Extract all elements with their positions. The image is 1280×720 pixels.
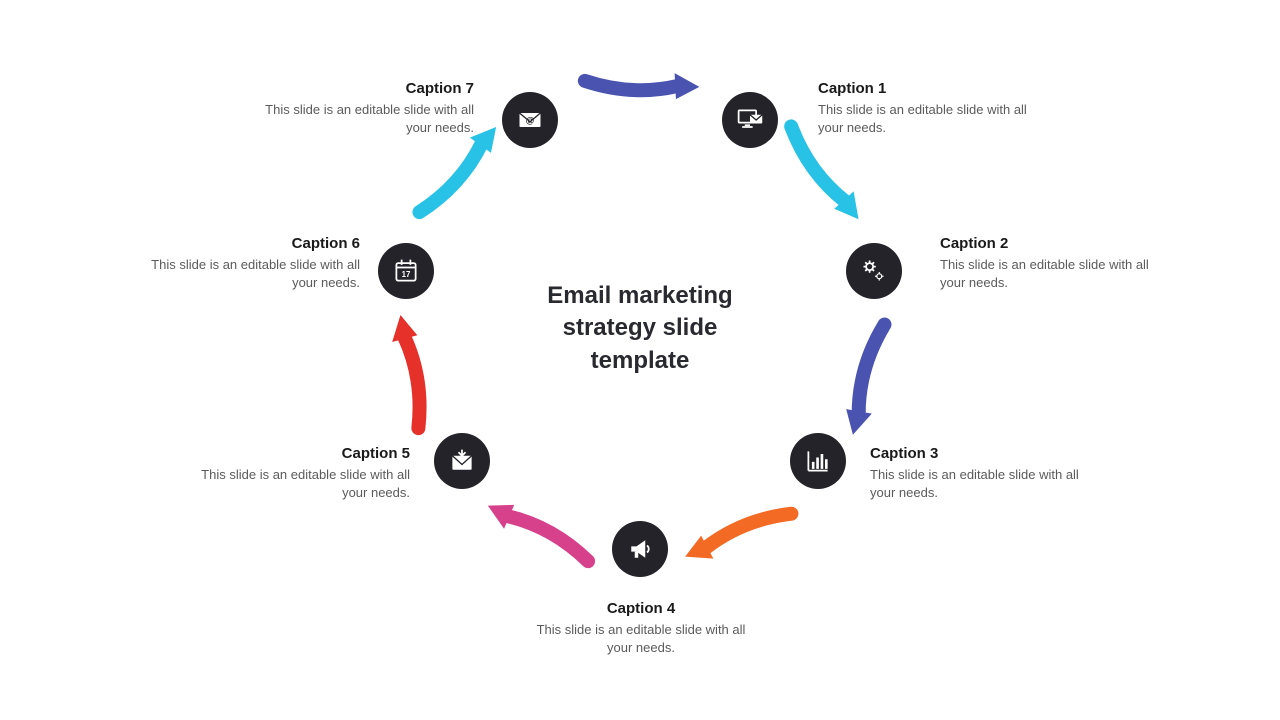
- caption-4-title: Caption 4: [526, 600, 756, 617]
- cycle-arrow-5: [464, 473, 615, 597]
- cycle-arrow-3: [820, 307, 921, 449]
- caption-5-title: Caption 5: [180, 445, 410, 462]
- inbox-envelope-icon: [448, 447, 476, 475]
- caption-1: Caption 1 This slide is an editable slid…: [818, 80, 1048, 136]
- node-6-calendar: 17: [378, 243, 434, 299]
- svg-text:17: 17: [402, 270, 411, 279]
- svg-text:@: @: [526, 116, 535, 126]
- caption-6-desc: This slide is an editable slide with all…: [130, 256, 360, 291]
- cycle-arrow-6: [353, 300, 464, 446]
- at-envelope-icon: @: [516, 106, 544, 134]
- node-4-megaphone: [612, 521, 668, 577]
- caption-4: Caption 4 This slide is an editable slid…: [526, 600, 756, 656]
- node-5-inbox-envelope: [434, 433, 490, 489]
- caption-5: Caption 5 This slide is an editable slid…: [180, 445, 410, 501]
- node-3-bar-chart: [790, 433, 846, 489]
- monitor-mail-icon: [736, 106, 764, 134]
- caption-5-desc: This slide is an editable slide with all…: [180, 466, 410, 501]
- caption-3-title: Caption 3: [870, 445, 1100, 462]
- calendar-icon: 17: [392, 257, 420, 285]
- caption-6: Caption 6 This slide is an editable slid…: [130, 235, 360, 291]
- node-2-gears: [846, 243, 902, 299]
- caption-2-desc: This slide is an editable slide with all…: [940, 256, 1170, 291]
- gears-icon: [860, 257, 888, 285]
- cycle-arrow-1: [573, 39, 707, 126]
- caption-3: Caption 3 This slide is an editable slid…: [870, 445, 1100, 501]
- cycle-arrow-4: [664, 470, 816, 602]
- caption-2-title: Caption 2: [940, 235, 1170, 252]
- caption-3-desc: This slide is an editable slide with all…: [870, 466, 1100, 501]
- caption-2: Caption 2 This slide is an editable slid…: [940, 235, 1170, 291]
- megaphone-icon: [626, 535, 654, 563]
- caption-1-title: Caption 1: [818, 80, 1048, 97]
- center-title: Email marketing strategy slide template: [510, 280, 770, 377]
- bar-chart-icon: [804, 447, 832, 475]
- caption-1-desc: This slide is an editable slide with all…: [818, 101, 1048, 136]
- caption-6-title: Caption 6: [130, 235, 360, 252]
- caption-4-desc: This slide is an editable slide with all…: [526, 621, 756, 656]
- caption-7-title: Caption 7: [244, 80, 474, 97]
